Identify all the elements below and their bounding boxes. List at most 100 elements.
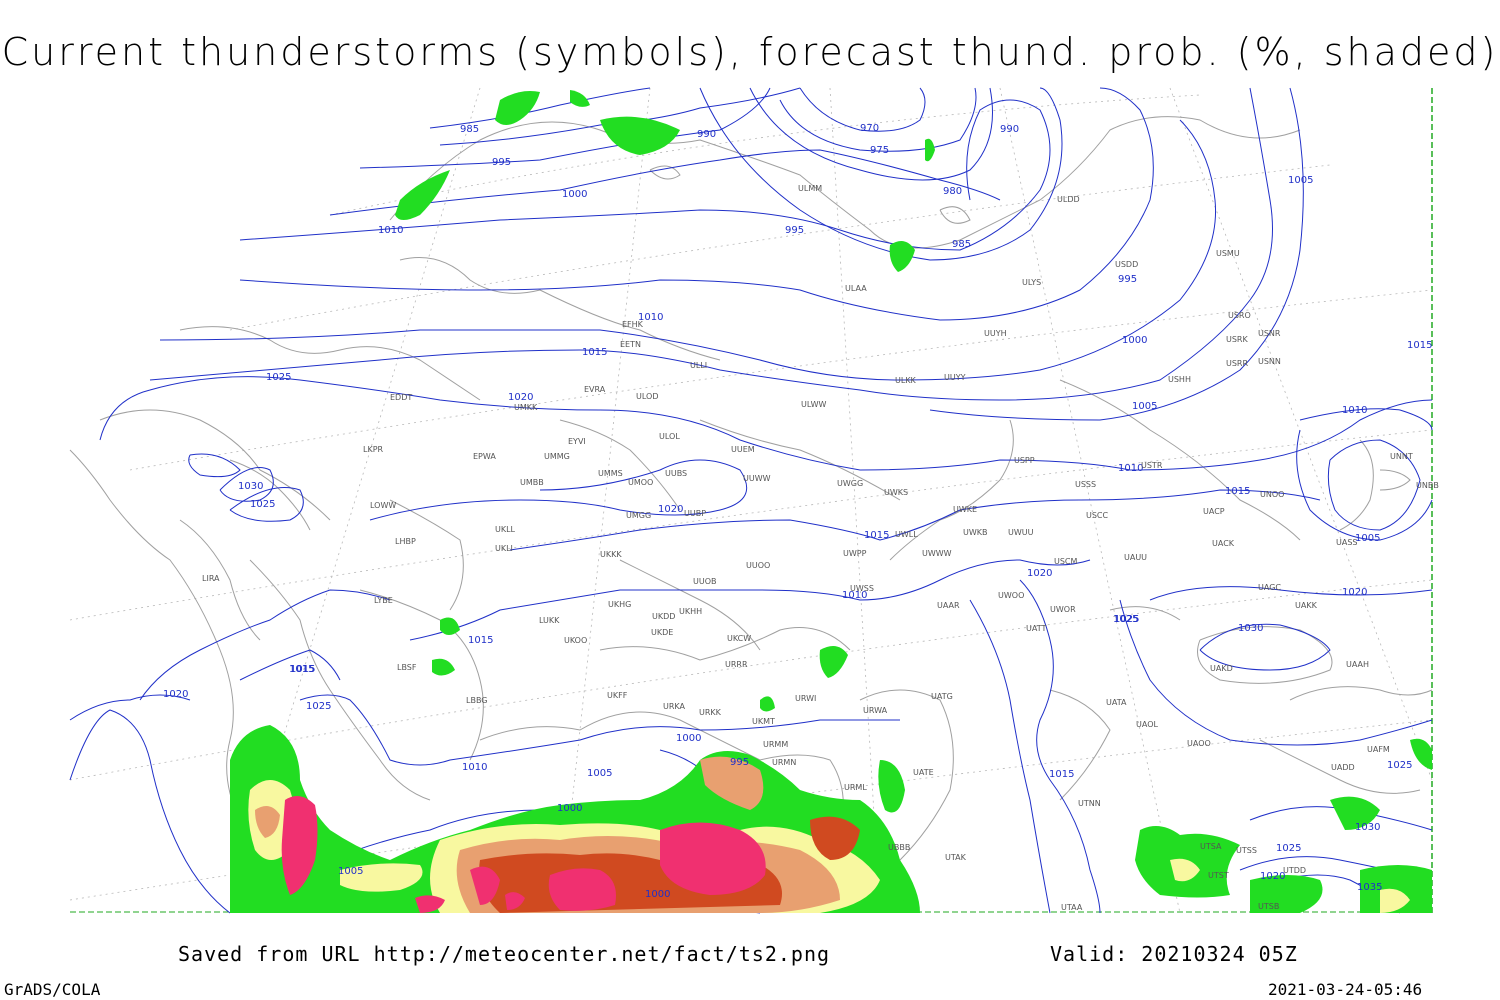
- station-label: UUOO: [746, 561, 770, 570]
- isobar-label: 1030: [1238, 623, 1263, 634]
- station-label: UTDD: [1283, 866, 1306, 875]
- isobar-label: 1010: [378, 225, 403, 236]
- station-label: UAAR: [937, 601, 960, 610]
- station-label: UMOO: [628, 478, 653, 487]
- station-labels: ULMM ULDD USDD USMU ULAA ULYS USRO USRK …: [202, 184, 1439, 912]
- station-label: UAOL: [1136, 720, 1158, 729]
- station-label: UACK: [1212, 539, 1235, 548]
- station-label: UMMG: [544, 452, 570, 461]
- station-label: UMBB: [520, 478, 544, 487]
- station-label: UACP: [1203, 507, 1225, 516]
- station-label: UUBP: [684, 509, 706, 518]
- isobar-label: 1025: [250, 499, 275, 510]
- isobar-label: 1005: [587, 768, 612, 779]
- station-label: URMN: [772, 758, 796, 767]
- station-label: URWA: [863, 706, 888, 715]
- station-label: UWSS: [850, 584, 874, 593]
- station-label: LKPR: [363, 445, 384, 454]
- isobar-label: 1020: [508, 392, 533, 403]
- station-label: URWI: [795, 694, 816, 703]
- station-label: UAGC: [1258, 583, 1281, 592]
- station-label: UAAH: [1346, 660, 1369, 669]
- isobar-label: 1015: [864, 530, 889, 541]
- station-label: USSS: [1075, 480, 1096, 489]
- station-label: LYBE: [374, 596, 393, 605]
- station-label: ULMM: [798, 184, 822, 193]
- isobar-label: 990: [697, 129, 716, 140]
- station-label: UWLL: [895, 530, 918, 539]
- station-label: UUOB: [693, 577, 717, 586]
- prob-area-north: [495, 91, 540, 125]
- station-label: USNR: [1258, 329, 1281, 338]
- station-label: UKFF: [607, 691, 628, 700]
- isobar-label: 1000: [645, 889, 670, 900]
- isobar-label: 1015: [1407, 340, 1432, 351]
- isobar-label: 995: [492, 157, 511, 168]
- station-label: EPWA: [473, 452, 496, 461]
- storm-cluster-central: [660, 822, 766, 895]
- station-label: UAOO: [1187, 739, 1211, 748]
- station-label: UATT: [1026, 624, 1046, 633]
- station-label: EDDT: [390, 393, 412, 402]
- station-label: UWOO: [998, 591, 1024, 600]
- station-label: ULDD: [1057, 195, 1080, 204]
- station-label: UKMT: [752, 717, 775, 726]
- isobar-label: 985: [952, 239, 971, 250]
- station-label: ULOL: [659, 432, 680, 441]
- station-label: UTST: [1208, 871, 1229, 880]
- station-label: ULAA: [845, 284, 867, 293]
- station-label: ULOD: [636, 392, 658, 401]
- isobar-label: 1025: [266, 372, 291, 383]
- station-label: LHBP: [395, 537, 416, 546]
- station-label: USRO: [1228, 311, 1251, 320]
- station-label: ULLI: [690, 361, 707, 370]
- isobar-label: 1005: [1288, 175, 1313, 186]
- isobar-label: 995: [785, 225, 804, 236]
- station-label: UKLI: [495, 544, 513, 553]
- station-label: UASS: [1336, 538, 1357, 547]
- station-label: URKK: [699, 708, 722, 717]
- station-label: UKDE: [651, 628, 673, 637]
- station-label: UMGG: [626, 511, 651, 520]
- station-label: UWWW: [922, 549, 952, 558]
- station-label: UWKS: [884, 488, 908, 497]
- station-label: UUYY: [944, 373, 966, 382]
- station-label: UKOO: [564, 636, 587, 645]
- station-label: UUEM: [731, 445, 755, 454]
- isobar-label: 1030: [1355, 822, 1380, 833]
- isobar-label: 1005: [338, 866, 363, 877]
- station-label: USCC: [1086, 511, 1109, 520]
- isobar-label: 980: [943, 186, 962, 197]
- isobar-label: 1015: [1225, 486, 1250, 497]
- isobar-label: 1015: [289, 664, 314, 675]
- station-label: UWPP: [843, 549, 867, 558]
- isobar-label: 1015: [468, 635, 493, 646]
- software-credit: GrADS/COLA: [4, 980, 101, 999]
- isobar-label: 1025: [1113, 614, 1138, 625]
- isobar-label: 1020: [1027, 568, 1052, 579]
- station-label: LUKK: [539, 616, 560, 625]
- station-label: USRR: [1226, 359, 1248, 368]
- isobar-label: 1020: [1260, 871, 1285, 882]
- isobar-label: 1000: [562, 189, 587, 200]
- station-label: UKCW: [727, 634, 751, 643]
- isobar-label: 990: [1000, 124, 1019, 135]
- station-label: UTNN: [1078, 799, 1101, 808]
- station-label: UNOO: [1260, 490, 1284, 499]
- isobar-label: 970: [860, 123, 879, 134]
- isobar-label: 1005: [1355, 533, 1380, 544]
- isobar-label: 1000: [676, 733, 701, 744]
- isobar-label: 1025: [306, 701, 331, 712]
- graticule: [69, 87, 1433, 914]
- isobar-label: 985: [460, 124, 479, 135]
- station-label: UWKB: [963, 528, 988, 537]
- isobar-label: 1030: [238, 481, 263, 492]
- station-label: UWGG: [837, 479, 863, 488]
- isobar-label: 1000: [1122, 335, 1147, 346]
- isobar-label: 995: [1118, 274, 1137, 285]
- station-label: EVRA: [584, 385, 606, 394]
- station-label: USPP: [1014, 456, 1035, 465]
- station-label: UKKK: [600, 550, 622, 559]
- isobar-label: 1015: [1049, 769, 1074, 780]
- station-label: ULKK: [895, 376, 917, 385]
